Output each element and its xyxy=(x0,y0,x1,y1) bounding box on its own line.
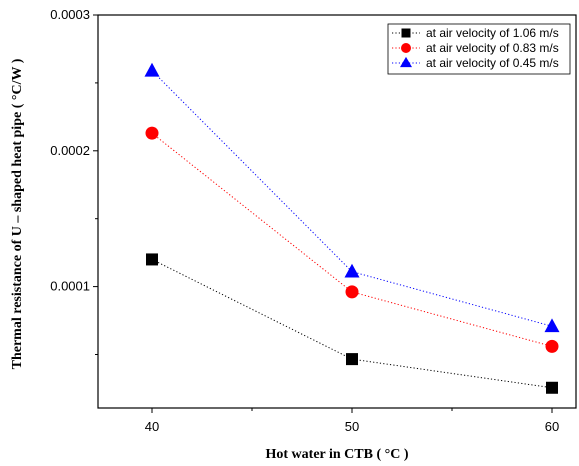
legend: at air velocity of 1.06 m/sat air veloci… xyxy=(387,23,571,75)
series-line-1 xyxy=(151,258,553,389)
data-point-series-2 xyxy=(145,126,159,140)
series-line-3 xyxy=(151,70,553,327)
x-tick-label: 40 xyxy=(145,419,159,434)
series-layer xyxy=(144,62,560,394)
y-tick-label: 0.0003 xyxy=(50,7,90,22)
data-point-series-2 xyxy=(545,339,559,353)
x-tick-label: 50 xyxy=(345,419,359,434)
data-point-series-1 xyxy=(146,253,158,266)
data-point-series-3 xyxy=(144,62,160,77)
legend-box xyxy=(387,23,571,75)
data-point-series-3 xyxy=(544,318,560,333)
data-point-series-1 xyxy=(546,381,558,394)
x-tick-label: 60 xyxy=(545,419,559,434)
legend-label: at air velocity of 0.83 m/s xyxy=(426,41,559,55)
legend-label: at air velocity of 1.06 m/s xyxy=(426,26,559,40)
data-point-series-2 xyxy=(345,285,359,299)
legend-marker xyxy=(401,43,411,53)
legend-marker xyxy=(401,28,411,38)
data-point-series-3 xyxy=(344,263,360,278)
y-tick-label: 0.0001 xyxy=(50,279,90,294)
axes-layer: 40 50 60 0.0001 0.0002 0.0003 xyxy=(50,7,559,434)
plot-frame xyxy=(97,14,577,409)
legend-label: at air velocity of 0.45 m/s xyxy=(426,56,559,70)
y-axis-title: Thermal resistance of U – shaped heat pi… xyxy=(10,58,25,369)
series-line-2 xyxy=(151,132,553,347)
legend-marker xyxy=(400,56,412,68)
y-tick-label: 0.0002 xyxy=(50,143,90,158)
x-axis-title: Hot water in CTB ( °C ) xyxy=(266,447,409,462)
data-point-series-1 xyxy=(346,353,358,366)
